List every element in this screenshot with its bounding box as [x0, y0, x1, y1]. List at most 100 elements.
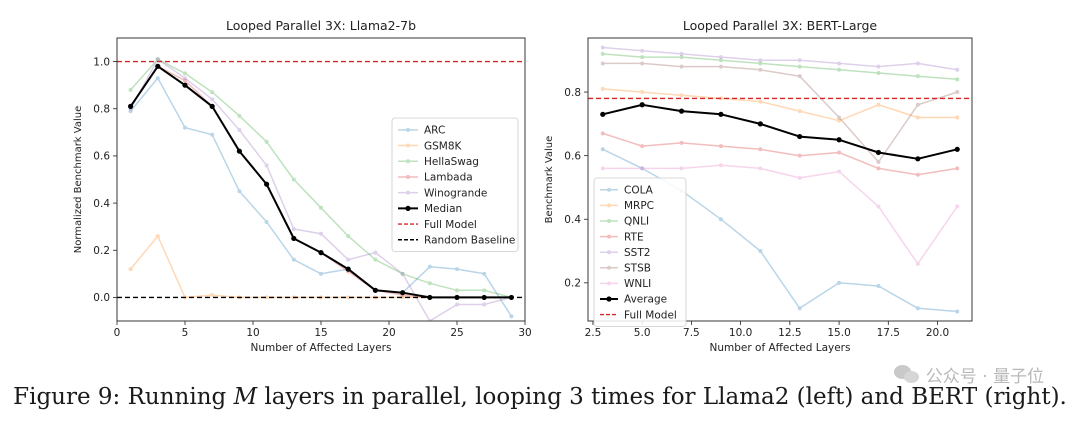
x-tick-label: 15 [314, 327, 327, 339]
data-point [345, 266, 351, 272]
data-point [400, 290, 406, 296]
data-point [640, 166, 645, 171]
data-point [482, 302, 487, 307]
legend-label: Average [624, 294, 667, 306]
data-point [875, 149, 882, 156]
y-tick-label: 1.0 [93, 56, 110, 68]
data-point [718, 163, 723, 168]
y-tick-label: 0.8 [564, 87, 581, 99]
legend-marker [406, 159, 410, 164]
y-tick-label: 0.2 [93, 245, 110, 257]
series-line [602, 88, 958, 122]
data-point [155, 57, 160, 62]
x-tick-label: 20.0 [926, 327, 949, 339]
data-point [264, 163, 269, 168]
x-tick-label: 12.5 [778, 327, 801, 339]
x-tick-label: 7.5 [683, 327, 700, 339]
data-point [482, 288, 487, 293]
data-point [373, 250, 378, 255]
data-point [758, 147, 763, 152]
data-point [837, 67, 842, 72]
legend-label: Full Model [624, 309, 677, 321]
series-line [602, 46, 958, 71]
data-point [837, 169, 842, 174]
data-point [264, 295, 269, 300]
chart-panel-1: Looped Parallel 3X: Llama2-7b 0 5 10 15 20 25 3… [73, 18, 532, 354]
x-tick-label: 5 [182, 327, 189, 339]
legend-marker [607, 203, 611, 208]
axes-frame [587, 37, 973, 322]
data-point [427, 281, 432, 286]
data-point [482, 271, 487, 276]
data-point [758, 249, 763, 254]
data-point [954, 146, 960, 152]
data-point [679, 140, 684, 145]
series-line [602, 132, 958, 176]
data-point [718, 111, 724, 117]
x-tick-label: 25 [450, 327, 463, 339]
data-point [678, 108, 685, 114]
legend-marker [406, 127, 410, 132]
data-point [210, 293, 215, 298]
figure-caption: Figure 9: Running M layers in parallel, … [0, 384, 1080, 410]
data-point [237, 127, 242, 132]
legend-label: Median [424, 203, 462, 215]
series-line [602, 62, 958, 163]
data-point [758, 58, 763, 63]
data-point [797, 175, 802, 180]
data-point [836, 137, 842, 143]
data-point [797, 153, 802, 158]
data-point [183, 78, 187, 83]
legend-marker [405, 205, 411, 211]
data-point [236, 148, 242, 154]
series-qnli [600, 51, 960, 82]
plot-area [117, 57, 525, 321]
data-point [915, 306, 920, 311]
y-tick-label: 0.0 [93, 292, 110, 304]
y-axis-label: Benchmark Value [544, 136, 555, 224]
figure: Looped Parallel 3X: Llama2-7b 0 5 10 15 20 25 3… [73, 18, 973, 354]
data-point [757, 121, 763, 127]
data-point [718, 217, 723, 222]
data-point [640, 61, 645, 66]
watermark-text: 公众号 · 量子位 [925, 367, 1044, 387]
data-point [600, 131, 605, 136]
data-point [640, 48, 645, 53]
data-point [264, 139, 269, 144]
data-point [955, 309, 960, 314]
legend-marker [607, 281, 611, 286]
data-point [291, 227, 296, 232]
data-point [291, 177, 296, 182]
data-point [600, 166, 605, 171]
x-tick-label: 17.5 [877, 327, 900, 339]
data-point [155, 57, 160, 62]
data-point [237, 189, 242, 194]
y-tick-label: 0.4 [93, 198, 110, 210]
x-axis-label: Number of Affected Layers [251, 342, 392, 354]
legend-marker [406, 143, 410, 148]
data-point [128, 267, 133, 272]
watermark: 公众号 · 量子位 [893, 362, 1044, 387]
data-point [600, 147, 605, 152]
data-point [915, 102, 920, 107]
data-point [455, 302, 459, 307]
legend-swatch [398, 174, 418, 179]
legend-label: WNLI [624, 278, 651, 290]
data-point [837, 150, 842, 155]
data-point [128, 103, 134, 109]
data-point [876, 102, 881, 107]
data-point [427, 264, 432, 269]
legend-swatch [600, 265, 618, 270]
series-line [130, 58, 512, 299]
legend-label: SST2 [624, 247, 650, 259]
data-point [718, 144, 723, 149]
data-point [210, 132, 215, 137]
legend-swatch [398, 190, 418, 195]
x-tick-label: 30 [518, 327, 531, 339]
caption-variable: M [233, 384, 258, 410]
data-point [640, 166, 645, 171]
data-point [319, 205, 323, 210]
data-point [758, 61, 763, 66]
data-point [427, 319, 432, 321]
legend-swatch [600, 281, 618, 286]
